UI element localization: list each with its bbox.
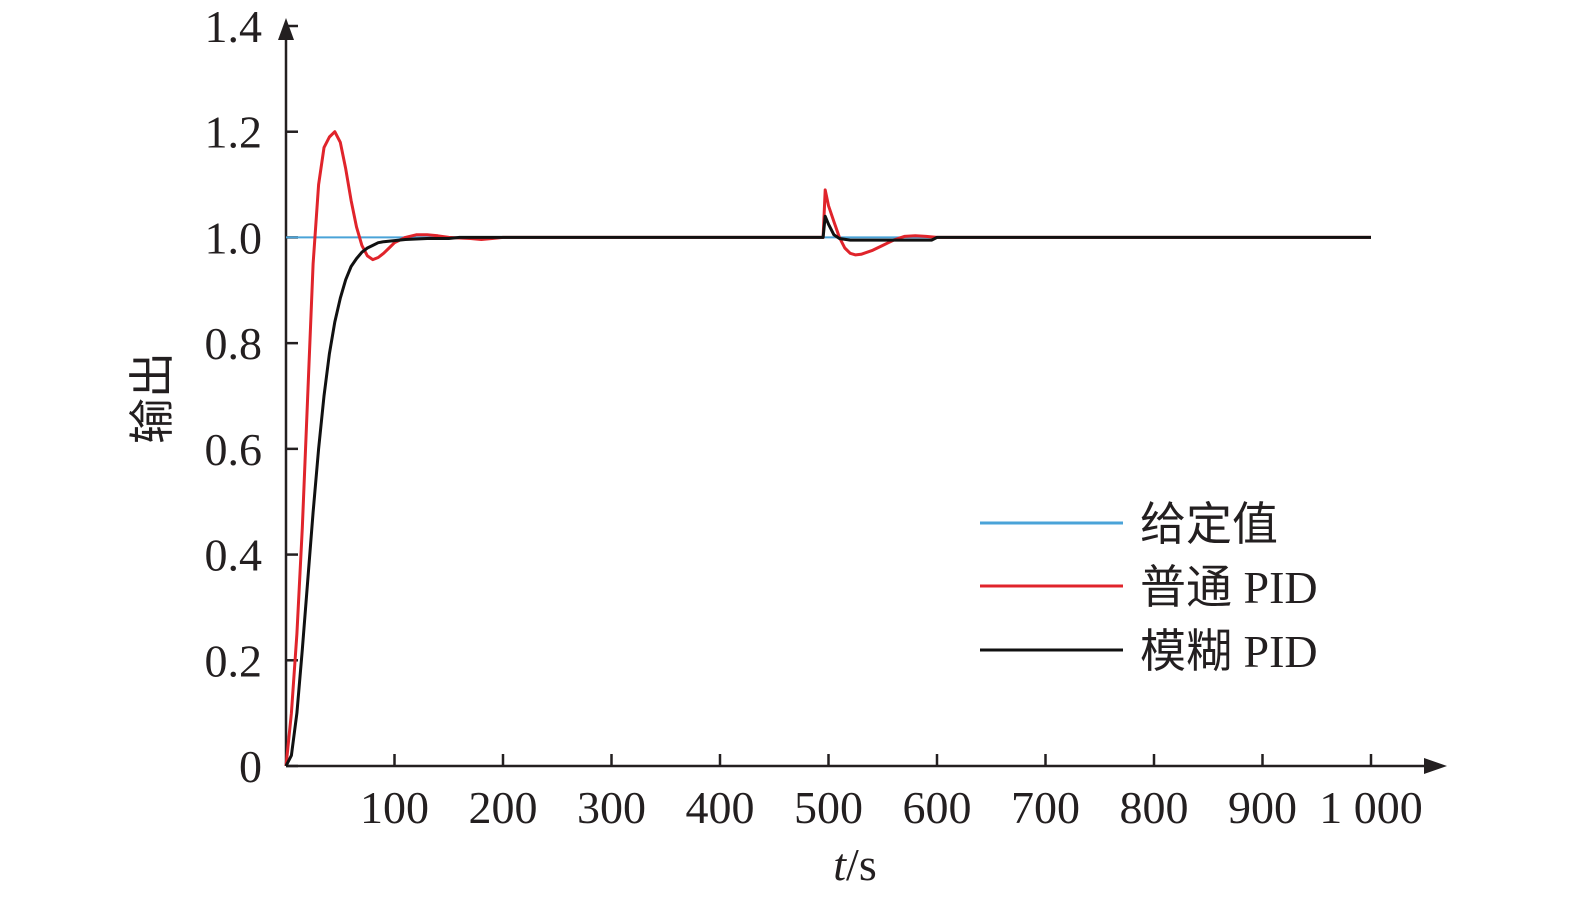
y-tick-label: 1.2 [205,107,263,158]
x-tick-label: 600 [903,782,972,833]
x-tick-label: 800 [1120,782,1189,833]
series-layer [284,130,1371,767]
series-line-2 [284,214,1371,767]
x-tick-label: 100 [360,782,429,833]
x-tick-label: 900 [1228,782,1297,833]
y-tick-label: 1.0 [205,212,263,263]
legend-label: 给定值 [1140,499,1278,550]
x-tick-label: 300 [577,782,646,833]
y-axis-title: 输出 [127,352,178,444]
x-axis-title: t/s [833,839,876,890]
y-tick-label: 0.2 [205,635,263,686]
y-tick-label: 0.6 [205,424,263,475]
y-tick-label: 0.4 [205,530,263,581]
y-tick-label: 0 [239,741,262,792]
x-tick-label: 700 [1011,782,1080,833]
x-tick-label: 500 [794,782,863,833]
x-axis-title-unit: /s [846,839,877,890]
x-axis-arrow-icon [1424,758,1447,774]
legend-label: 普通 PID [1140,562,1318,613]
legend-label: 模糊 PID [1140,626,1318,677]
y-tick-label: 0.8 [205,318,263,369]
x-tick-label: 400 [686,782,755,833]
x-tick-label: 1 000 [1319,782,1423,833]
axes: 0 0.2 0.4 0.6 0.8 1.0 1.2 1.4 100 200 300 400 500 600… [205,1,1447,833]
x-axis-title-variable: t [833,839,847,890]
axis-labels: t/s 输出 [127,352,877,890]
y-axis-arrow-icon [278,18,294,40]
y-tick-label: 1.4 [205,1,263,52]
x-tick-label: 200 [469,782,538,833]
